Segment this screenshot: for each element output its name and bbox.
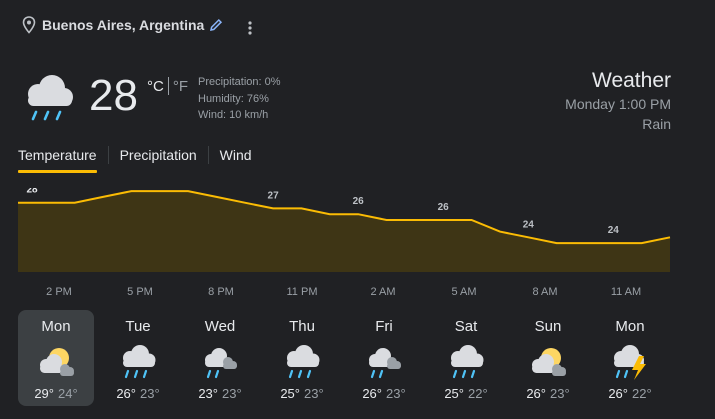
rain-cloud-icon <box>28 75 73 121</box>
day-low: 22° <box>468 386 488 401</box>
hour-tick: 5 PM <box>127 286 153 298</box>
current-details: Precipitation: 0% Humidity: 76% Wind: 10… <box>198 74 281 124</box>
tab-precipitation[interactable]: Precipitation <box>119 147 197 163</box>
tab-divider <box>107 146 109 164</box>
temperature-data-label: 24 <box>523 219 535 230</box>
location-bar: Buenos Aires, Argentina <box>22 14 223 36</box>
day-low: 22° <box>632 386 652 401</box>
day-card-3[interactable]: Thu 25° 23° <box>264 310 340 406</box>
day-low: 23° <box>550 386 570 401</box>
day-name: Fri <box>375 318 393 335</box>
edit-pencil-icon[interactable] <box>209 18 223 32</box>
day-name: Sat <box>454 318 478 335</box>
daily-forecast: Mon 29° 24° Tue 26° 23° Wed 23° 23° Thu 25°… <box>18 310 678 406</box>
day-card-0[interactable]: Mon 29° 24° <box>18 310 94 406</box>
partly-cloudy-icon <box>532 348 566 376</box>
temperature-data-label: 26 <box>353 196 365 207</box>
rain-cloud-icon <box>123 345 156 379</box>
hour-tick: 2 PM <box>46 286 72 298</box>
day-high: 25° <box>444 386 464 401</box>
day-card-1[interactable]: Tue 26° 23° <box>100 310 176 406</box>
hour-tick: 5 AM <box>451 286 477 298</box>
location-name: Buenos Aires, Argentina <box>42 17 205 33</box>
temperature-chart: 2829282726262424 <box>18 188 671 272</box>
day-card-5[interactable]: Sat 25° 22° <box>428 310 504 406</box>
day-name: Sun <box>534 318 562 335</box>
hour-tick: 8 AM <box>532 286 558 298</box>
day-high: 26° <box>608 386 628 401</box>
day-name: Thu <box>289 318 315 335</box>
partly-cloudy-icon <box>40 348 74 376</box>
celsius-unit[interactable]: °C <box>147 77 164 95</box>
day-high: 23° <box>198 386 218 401</box>
hour-tick: 11 PM <box>286 286 318 298</box>
weather-title: Weather <box>592 69 671 92</box>
current-datetime: Monday 1:00 PM <box>565 96 671 112</box>
precipitation-text: Precipitation: 0% <box>198 76 281 88</box>
rain-clouds-icon <box>369 348 401 379</box>
tab-temperature[interactable]: Temperature <box>18 146 97 173</box>
temperature-data-label: 27 <box>268 190 280 201</box>
humidity-text: Humidity: 76% <box>198 92 269 105</box>
temperature-data-label: 28 <box>26 188 38 196</box>
day-card-6[interactable]: Sun 26° 23° <box>510 310 586 406</box>
hour-tick: 8 PM <box>208 286 234 298</box>
more-options-icon[interactable] <box>242 18 258 38</box>
temperature-data-label: 29 <box>97 188 109 190</box>
day-high: 25° <box>280 386 300 401</box>
day-low: 23° <box>304 386 324 401</box>
weather-header: Weather Monday 1:00 PM Rain <box>565 68 671 134</box>
day-name: Mon <box>615 318 645 335</box>
day-low: 23° <box>386 386 406 401</box>
metric-tabs: Temperature Precipitation Wind <box>18 146 252 174</box>
temperature-data-label: 26 <box>438 202 450 213</box>
day-low: 24° <box>58 386 78 401</box>
day-low: 23° <box>140 386 160 401</box>
day-card-4[interactable]: Fri 26° 23° <box>346 310 422 406</box>
unit-switcher: °C °F <box>147 77 188 95</box>
current-condition: Rain <box>642 116 671 132</box>
temperature-data-label: 24 <box>608 225 620 236</box>
hour-tick: 11 AM <box>610 286 642 298</box>
tab-wind[interactable]: Wind <box>219 147 252 163</box>
temperature-line <box>18 190 671 245</box>
hour-tick: 2 AM <box>370 286 396 298</box>
day-name: Mon <box>41 318 71 335</box>
rain-cloud-icon <box>451 345 484 379</box>
fahrenheit-unit[interactable]: °F <box>172 77 189 95</box>
day-high: 29° <box>34 386 54 401</box>
current-temperature: 28 <box>89 71 138 120</box>
location-pin-icon <box>22 16 36 34</box>
day-name: Tue <box>125 318 151 335</box>
day-low: 23° <box>222 386 242 401</box>
day-card-2[interactable]: Wed 23° 23° <box>182 310 258 406</box>
day-high: 26° <box>116 386 136 401</box>
tab-divider <box>207 146 209 164</box>
day-high: 26° <box>526 386 546 401</box>
rain-cloud-icon <box>287 345 320 379</box>
hour-axis: 2 PM 5 PM 8 PM 11 PM 2 AM 5 AM 8 AM 11 A… <box>0 286 715 300</box>
temperature-area <box>18 191 670 272</box>
day-card-7[interactable]: Mon 26° 22° <box>592 310 668 406</box>
unit-divider <box>167 77 169 95</box>
day-high: 26° <box>362 386 382 401</box>
day-name: Wed <box>204 318 236 335</box>
thunderstorm-icon <box>614 345 646 380</box>
wind-text: Wind: 10 km/h <box>198 109 269 121</box>
rain-clouds-icon <box>205 348 237 379</box>
